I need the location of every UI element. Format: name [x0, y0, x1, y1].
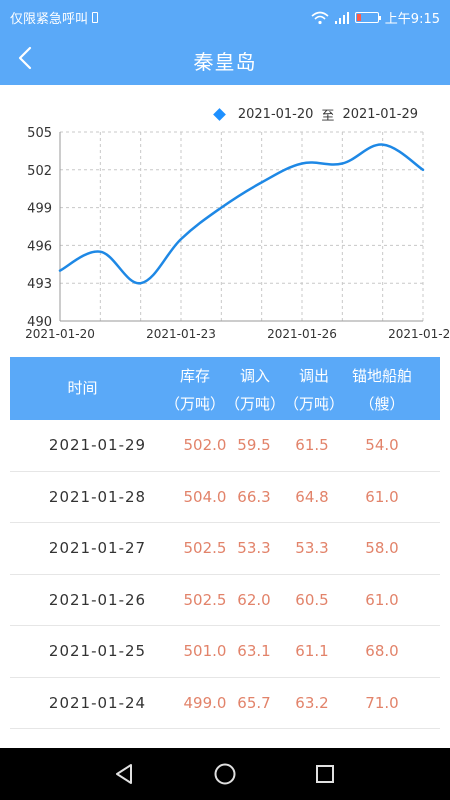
- cell-in: 66.3: [237, 487, 271, 506]
- y-tick-label: 493: [27, 277, 52, 292]
- cell-in: 53.3: [237, 539, 271, 557]
- y-tick-label: 496: [27, 239, 52, 254]
- cell-in: 63.1: [237, 642, 271, 660]
- cell-stock: 502.5: [183, 539, 227, 557]
- cell-in: 62.0: [237, 590, 271, 609]
- header-in-unit: （万吨）: [225, 395, 286, 413]
- header-time: 时间: [67, 379, 98, 397]
- status-left: 仅限紧急呼叫: [10, 8, 99, 27]
- cell-ships: 61.0: [365, 590, 399, 609]
- table-row: 2021-01-25 501.0 63.1 61.1 68.0: [10, 626, 440, 678]
- line-chart: 490 493 496 499 502 505 2021-01-20 2021-01-23 20…: [25, 126, 450, 341]
- system-nav-bar: [0, 748, 450, 800]
- cell-date: 2021-01-29: [48, 436, 147, 454]
- y-tick-label: 505: [27, 126, 52, 141]
- header-out: 调出 （万吨）: [284, 362, 344, 418]
- status-bar: 仅限紧急呼叫 上午9:15: [0, 0, 450, 32]
- header-stock-unit: （万吨）: [165, 395, 226, 413]
- table-row: 2021-01-27 502.5 53.3 53.3 58.0: [10, 523, 440, 575]
- chart-area: 2021-01-20 至 2021-01-29 490 493 496 499 502 5…: [0, 85, 450, 353]
- header-out-unit: （万吨）: [284, 395, 345, 413]
- y-tick-label: 499: [27, 202, 52, 217]
- header-stock-label: 库存: [179, 367, 210, 385]
- cell-ships: 68.0: [365, 642, 399, 660]
- cell-out: 60.5: [295, 590, 329, 609]
- status-time: 上午9:15: [384, 12, 440, 27]
- back-triangle-icon[interactable]: [111, 761, 137, 787]
- header-ships-label: 锚地船舶: [351, 367, 412, 385]
- header-out-label: 调出: [298, 367, 329, 385]
- table-header: 时间 库存 （万吨） 调入 （万吨） 调出 （万吨） 锚地船舶 （艘）: [10, 357, 440, 420]
- y-tick-label: 490: [27, 315, 52, 330]
- header-in-label: 调入: [239, 367, 270, 385]
- cell-stock: 502.5: [183, 590, 227, 609]
- cell-stock: 502.0: [183, 436, 227, 454]
- cell-ships: 58.0: [365, 539, 399, 557]
- table-row: 2021-01-29 502.0 59.5 61.5 54.0: [10, 420, 440, 472]
- cell-date: 2021-01-27: [48, 539, 147, 557]
- table-row: 2021-01-28 504.0 66.3 64.8 61.0: [10, 472, 440, 523]
- cell-stock: 499.0: [183, 693, 227, 712]
- cell-in: 65.7: [237, 693, 271, 712]
- cell-out: 61.5: [295, 436, 329, 454]
- x-tick-label: 2021-01-29: [388, 327, 450, 341]
- status-right: 上午9:15: [311, 8, 440, 27]
- legend-start-date: 2021-01-20: [237, 107, 314, 122]
- cell-out: 53.3: [295, 539, 329, 557]
- legend-separator: 至: [321, 109, 335, 124]
- table-row: 2021-01-24 499.0 65.7 63.2 71.0: [10, 678, 440, 729]
- wifi-icon: [311, 11, 329, 24]
- cell-stock: 501.0: [183, 642, 227, 660]
- carrier-text: 仅限紧急呼叫: [10, 12, 89, 27]
- cell-out: 64.8: [295, 487, 329, 506]
- cell-out: 63.2: [295, 693, 329, 712]
- chart-legend: 2021-01-20 至 2021-01-29: [212, 105, 418, 124]
- cell-date: 2021-01-28: [48, 487, 147, 506]
- cell-date: 2021-01-24: [48, 693, 147, 712]
- signal-icon: [334, 11, 349, 24]
- cell-in: 59.5: [237, 436, 271, 454]
- table-body: 2021-01-29 502.0 59.5 61.5 54.0 2021-01-…: [10, 420, 440, 729]
- chevron-left-icon: [18, 46, 32, 70]
- back-button[interactable]: [8, 40, 44, 76]
- cell-ships: 71.0: [365, 693, 399, 712]
- recents-square-icon[interactable]: [312, 761, 338, 787]
- table-row: 2021-01-26 502.5 62.0 60.5 61.0: [10, 575, 440, 626]
- series-line: [58, 143, 425, 285]
- y-tick-label: 502: [27, 164, 52, 179]
- nav-bar: 秦皇岛: [0, 32, 450, 85]
- cell-stock: 504.0: [183, 487, 227, 506]
- cell-out: 61.1: [295, 642, 329, 660]
- x-tick-label: 2021-01-23: [146, 327, 216, 341]
- page-title: 秦皇岛: [193, 50, 257, 74]
- legend-end-date: 2021-01-29: [342, 107, 418, 122]
- x-tick-label: 2021-01-26: [267, 327, 337, 341]
- cell-ships: 54.0: [365, 436, 399, 454]
- cell-date: 2021-01-25: [48, 642, 147, 660]
- x-tick-label: 2021-01-20: [25, 327, 95, 341]
- header-ships-unit: （艘）: [359, 395, 405, 413]
- battery-icon: [354, 12, 381, 23]
- header-in: 调入 （万吨）: [225, 362, 285, 418]
- home-circle-icon[interactable]: [212, 761, 238, 787]
- cell-ships: 61.0: [365, 487, 399, 506]
- header-ships: 锚地船舶 （艘）: [344, 362, 420, 418]
- sim-icon: [92, 12, 99, 23]
- header-stock: 库存 （万吨）: [165, 362, 225, 418]
- cell-date: 2021-01-26: [48, 590, 147, 609]
